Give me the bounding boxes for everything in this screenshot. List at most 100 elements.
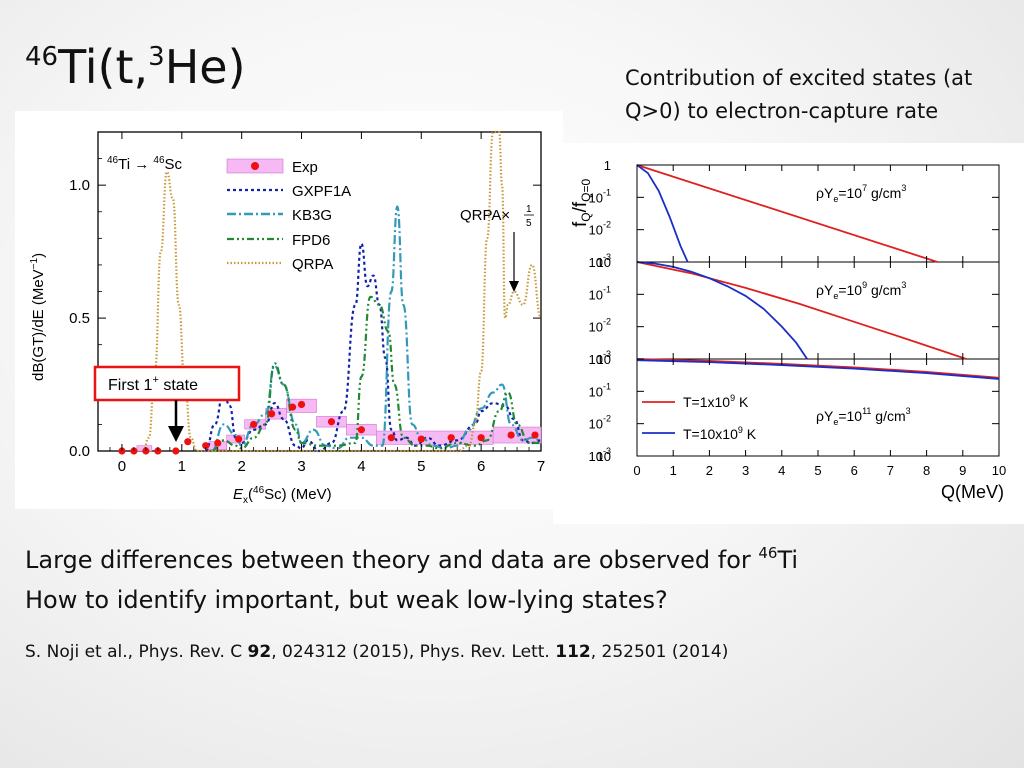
right-x-tick-label: 10 [992, 463, 1006, 478]
legend-exp-dot [251, 162, 259, 170]
left-axes-ticks: 0 1 2 3 4 5 6 7 0.0 0.5 1.0 [69, 132, 545, 475]
density-label: ρYe=109 g/cm3 [816, 280, 906, 301]
right-x-tick-label: 4 [778, 463, 785, 478]
right-y-tick-label: 10 [597, 449, 611, 464]
right-x-tick-label: 2 [706, 463, 713, 478]
exp-points [118, 400, 539, 455]
gt-strength-chart: 0 1 2 3 4 5 6 7 0.0 0.5 1.0 46Ti → 46Sc Exp GXPF1A… [29, 130, 545, 506]
right-y-tick-label: 10-3 [589, 446, 611, 464]
right-y-tick-label: 10 [597, 352, 611, 367]
qrpa-scale-label: QRPA× [460, 207, 510, 224]
density-rho: ρY [816, 408, 834, 424]
density-exp: 9 [862, 280, 867, 290]
right-y-tick-exp: -2 [603, 317, 611, 327]
density-unit-exp: 3 [906, 406, 911, 416]
exp-point [507, 431, 515, 439]
right-panel-frame [636, 164, 1000, 263]
exp-point [184, 438, 192, 446]
right-y-tick-exp: -2 [603, 414, 611, 424]
y-tick-label: 0.5 [69, 310, 90, 327]
right-y-tick-exp: -1 [603, 187, 611, 197]
legend-exp-label: Exp [292, 159, 318, 176]
slide-title: 46Ti(t,3He) [25, 44, 246, 90]
exp-point [477, 434, 485, 442]
x-tick-label: 7 [537, 458, 545, 475]
right-y-label: fQ/fQ=0 [570, 178, 593, 227]
rate-curve [636, 261, 808, 360]
right-y-tick-base: 10 [589, 320, 603, 335]
right-y-tick-label: 10-2 [589, 220, 611, 238]
capture-rate-chart-panel: 1 10-1 10-2 10-3 10 10-1 10-2 10-3 10 10-1 10-2 10-… [553, 143, 1024, 524]
right-y-tick-label: 10-1 [589, 284, 611, 302]
gt-strength-chart-panel: 0 1 2 3 4 5 6 7 0.0 0.5 1.0 46Ti → 46Sc Exp GXPF1A… [15, 111, 563, 509]
right-legend: T=1x109 K T=10x109 K [642, 393, 757, 442]
density-sub: e [833, 194, 838, 204]
first-state-label: First 1+ state [108, 374, 198, 394]
reaction-label: 46Ti → 46Sc [107, 155, 183, 173]
theory-lines [142, 130, 543, 453]
right-caption: Contribution of excited states (at Q>0) … [625, 62, 1015, 128]
capture-rate-chart: 110-110-210-31010-110-210-31010-110-210-… [570, 158, 1007, 502]
right-y-tick-label: 10-1 [589, 187, 611, 205]
x-tick-label: 3 [297, 458, 305, 475]
title-reaction-part: Ti(t, [58, 40, 149, 94]
exp-point [202, 442, 210, 450]
right-axes-ticks: 110-110-210-31010-110-210-31010-110-210-… [589, 158, 1007, 478]
rate-curve [636, 358, 1000, 379]
body-line-1: Large differences between theory and dat… [25, 544, 799, 574]
right-x-tick-label: 9 [959, 463, 966, 478]
legend-t1-label: T=1x109 K [683, 393, 749, 410]
right-y-tick-label: 10 [597, 255, 611, 270]
right-x-tick-label: 8 [923, 463, 930, 478]
density-unit: g/cm [867, 185, 901, 201]
right-y-tick-base: 10 [589, 384, 603, 399]
density-rho: ρY [816, 185, 834, 201]
legend-fpd6-label: FPD6 [292, 232, 330, 249]
qrpa-scale-num: 1 [526, 204, 532, 215]
rate-curve [636, 359, 1000, 380]
density-eq: =10 [838, 408, 862, 424]
density-sub: e [833, 291, 838, 301]
right-y-tick-exp: -1 [603, 284, 611, 294]
body-text: Large differences between theory and dat… [25, 533, 1015, 620]
series-fpd6 [211, 295, 541, 453]
first-state-box [93, 365, 241, 402]
right-y-tick-label: 1 [604, 158, 611, 173]
right-y-tick-exp: -2 [603, 220, 611, 230]
right-y-tick-exp: -1 [603, 381, 611, 391]
title-he: He) [164, 40, 246, 94]
right-y-tick-label: 10-3 [589, 252, 611, 270]
exp-point [288, 403, 297, 411]
density-unit-exp: 3 [901, 183, 906, 193]
density-unit-exp: 3 [901, 280, 906, 290]
y-tick-label: 0.0 [69, 443, 90, 460]
density-eq: =10 [838, 282, 862, 298]
exp-point [531, 431, 539, 439]
left-x-label: Ex(46Sc) (MeV) [233, 485, 332, 506]
right-y-tick-base: 10 [589, 190, 603, 205]
qrpa-scale-den: 5 [526, 218, 532, 229]
exp-point [268, 410, 276, 418]
right-y-tick-exp: -3 [603, 349, 611, 359]
density-label: ρYe=1011 g/cm3 [816, 406, 911, 427]
right-y-tick-base: 10 [589, 352, 603, 367]
density-unit: g/cm [867, 282, 901, 298]
right-y-tick-exp: -3 [603, 252, 611, 262]
exp-point [387, 434, 395, 442]
right-x-tick-label: 6 [851, 463, 858, 478]
density-label: ρYe=107 g/cm3 [816, 183, 906, 204]
body-line-2: How to identify important, but weak low-… [25, 586, 668, 614]
right-x-label: Q(MeV) [941, 482, 1004, 502]
rate-curve [636, 164, 689, 263]
density-exp: 11 [862, 406, 871, 416]
left-y-label: dB(GT)/dE (MeV−1) [29, 253, 47, 381]
right-y-tick-label: 10-3 [589, 349, 611, 367]
right-y-tick-base: 10 [589, 417, 603, 432]
series-qrpa [142, 130, 543, 453]
right-y-tick-exp: -3 [603, 446, 611, 456]
legend-t10-label: T=10x109 K [683, 425, 757, 442]
density-rho: ρY [816, 282, 834, 298]
density-exp: 7 [862, 183, 867, 193]
right-y-tick-label: 10-1 [589, 381, 611, 399]
x-tick-label: 6 [477, 458, 485, 475]
